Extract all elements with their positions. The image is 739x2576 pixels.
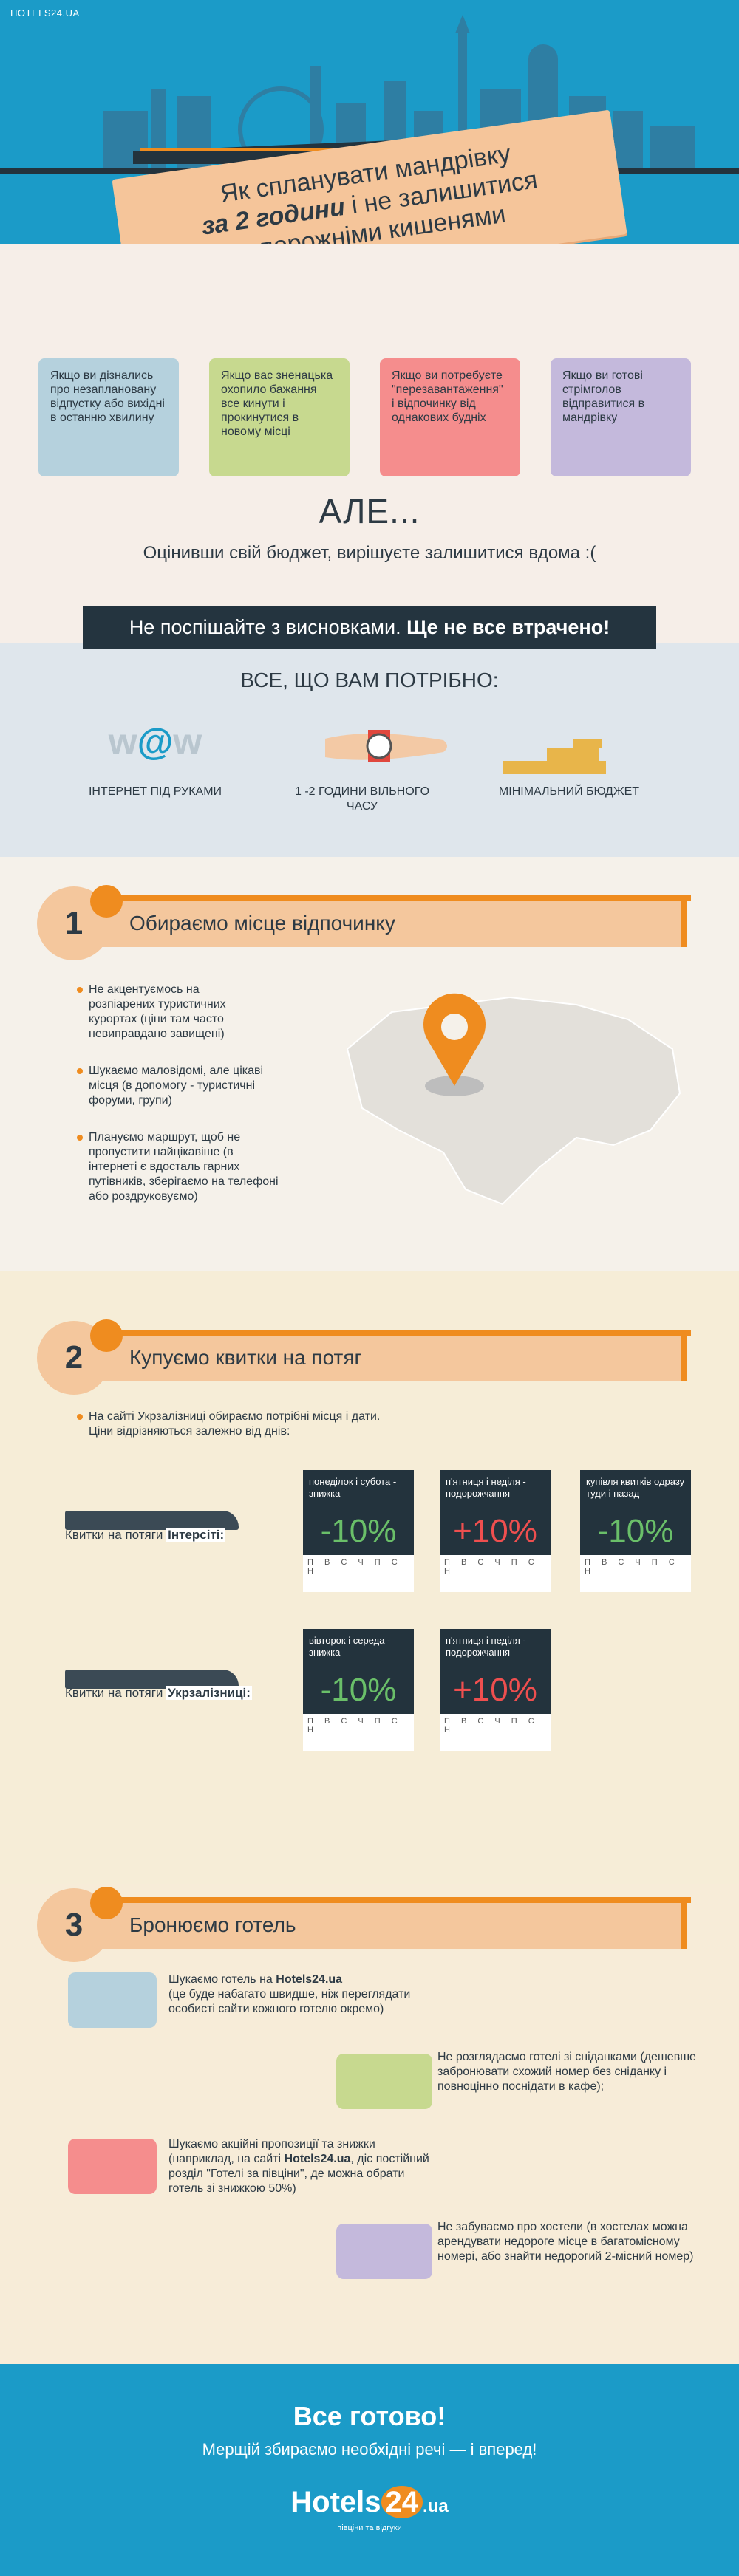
ukraine-map <box>346 993 681 1206</box>
week-days: П В С Ч П С Н <box>444 1717 539 1735</box>
s3-item-1: Шукаємо готель на Hotels24.ua (це буде на… <box>168 1972 427 2017</box>
ticket-percent: +10% <box>453 1513 537 1549</box>
intercity-train-image <box>65 1511 239 1530</box>
s2-intro-line-2: Ціни відрізняються залежно від днів: <box>89 1425 290 1438</box>
week-days: П В С Ч П С Н <box>307 1558 402 1576</box>
section-1-line <box>111 895 691 901</box>
s2-intro-line-1: На сайті Укрзалізниці обираємо потрібні … <box>89 1410 381 1423</box>
section-3-title: Бронюємо готель <box>129 1913 296 1936</box>
footer <box>0 2364 739 2576</box>
s3-item-1-text: Шукаємо готель на <box>168 1973 276 1986</box>
week-days: П В С Ч П С Н <box>307 1717 402 1735</box>
section-1-bar <box>74 901 687 947</box>
ukrzaliznytsia-label-bold: Укрзалізниці: <box>166 1686 252 1700</box>
ticket-percent: +10% <box>453 1672 537 1708</box>
s1-bullet-3-text: Плануємо маршрут, щоб не пропустити найц… <box>89 1131 279 1203</box>
week-days: П В С Ч П С Н <box>444 1558 539 1576</box>
week-calendar: П В С Ч П С Н <box>440 1555 551 1592</box>
ticket-box: п'ятниця і неділя - подорожчання +10% П … <box>440 1470 551 1592</box>
need-time: 1 -2 ГОДИНИ ВІЛЬНОГО ЧАСУ <box>294 785 430 813</box>
section-2-bar <box>74 1336 687 1381</box>
watch-icon <box>325 730 447 762</box>
ukrzaliznytsia-label-text: Квитки на потяги <box>65 1686 167 1700</box>
s3-item-3: Шукаємо акційні пропозиції та знижки (на… <box>168 2137 435 2196</box>
but-heading: АЛЕ... <box>319 492 420 530</box>
intercity-label-text: Квитки на потяги <box>65 1528 167 1542</box>
week-calendar: П В С Ч П С Н <box>580 1555 691 1592</box>
logo-number: 24 <box>381 2486 423 2518</box>
s3-item-1-note: (це буде набагато швидше, ніж переглядат… <box>168 1988 411 2015</box>
section-2-title: Купуємо квитки на потяг <box>129 1346 362 1369</box>
s1-bullet-2: Шукаємо маловідомі, але цікаві місця (в … <box>77 1064 266 1108</box>
ticket-percent: -10% <box>320 1513 397 1549</box>
ticket-box: п'ятниця і неділя - подорожчання +10% П … <box>440 1629 551 1751</box>
ticket-percent: -10% <box>320 1672 397 1708</box>
s3-item-1-link: Hotels24.ua <box>276 1973 343 1986</box>
ticket-box: купівля квитків одразу туди і назад -10%… <box>580 1470 691 1592</box>
bed-icon <box>68 1972 157 2028</box>
key-icon <box>90 1887 123 1919</box>
need-internet: ІНТЕРНЕТ ПІД РУКАМИ <box>88 785 222 798</box>
location-pin-icon <box>90 885 123 918</box>
ticket-label: п'ятниця і неділя - подорожчання <box>446 1635 526 1658</box>
www-icon: w@w <box>108 721 202 762</box>
ticket-percent: -10% <box>597 1513 674 1549</box>
needs-title: ВСЕ, ЩО ВАМ ПОТРІБНО: <box>240 669 499 691</box>
ukrzaliznytsia-label: Квитки на потяги Укрзалізниці: <box>65 1686 252 1701</box>
intro-card-1: Якщо ви дізнались про незаплановану відп… <box>38 358 179 476</box>
section-3-line <box>111 1897 691 1903</box>
site-name: HOTELS24.UA <box>10 7 80 18</box>
s3-item-2: Не розглядаємо готелі зі сніданками (деш… <box>437 2051 696 2093</box>
s3-item-3-note: , діє постійний розділ "Готелі за півцін… <box>168 2153 429 2195</box>
discount-icon <box>68 2139 157 2194</box>
intro-card-4: Якщо ви готові стрімголов відправитися в… <box>551 358 691 476</box>
logo-tagline: півціни та відгуки <box>337 2524 402 2532</box>
footer-title: Все готово! <box>293 2401 446 2431</box>
s3-item-4: Не забуваємо про хостели (в хостелах мож… <box>437 2221 694 2263</box>
s1-bullet-2-text: Шукаємо маловідомі, але цікаві місця (в … <box>89 1065 264 1107</box>
ticket-label: понеділок і субота - знижка <box>309 1476 397 1499</box>
week-calendar: П В С Ч П С Н <box>303 1555 414 1592</box>
but-subheading: Оцінивши свій бюджет, вирішуєте залишити… <box>143 543 596 563</box>
s1-bullet-1: Не акцентуємось на розпіарених туристичн… <box>77 983 266 1042</box>
intercity-label: Квитки на потяги Інтерсіті: <box>65 1528 226 1542</box>
s1-bullet-3: Плануємо маршрут, щоб не пропустити найц… <box>77 1130 281 1204</box>
week-calendar: П В С Ч П С Н <box>303 1714 414 1751</box>
week-days: П В С Ч П С Н <box>585 1558 679 1576</box>
train-icon <box>90 1319 123 1352</box>
ticket-box: понеділок і субота - знижка -10% П В С Ч… <box>303 1470 414 1592</box>
logo-domain: .ua <box>423 2496 449 2516</box>
logo-text: Hotels <box>290 2486 381 2518</box>
footer-subtitle: Мерщій збираємо необхідні речі — і впере… <box>202 2440 537 2459</box>
week-calendar: П В С Ч П С Н <box>440 1714 551 1751</box>
intercity-label-bold: Інтерсіті: <box>166 1528 226 1542</box>
ukrzaliznytsia-train-image <box>65 1670 239 1689</box>
banner-text: Не поспішайте з висновками. <box>129 616 407 638</box>
intro-card-2: Якщо вас зненацька охопило бажання все к… <box>209 358 350 476</box>
section-1-number: 1 <box>37 886 111 960</box>
hotels24-logo[interactable]: Hotels 24 .ua <box>288 2486 451 2519</box>
ticket-label: купівля квитків одразу туди і назад <box>586 1476 685 1499</box>
section-2-line <box>111 1330 691 1336</box>
ticket-label: вівторок і середа - знижка <box>309 1635 391 1658</box>
no-breakfast-icon <box>336 2054 432 2109</box>
section-3-bar <box>74 1903 687 1949</box>
ticket-label: п'ятниця і неділя - подорожчання <box>446 1476 526 1499</box>
hope-banner: Не поспішайте з висновками. Ще не все вт… <box>83 606 656 649</box>
coins-icon <box>503 739 606 774</box>
s3-item-3-link: Hotels24.ua <box>284 2153 351 2165</box>
s2-intro: На сайті Укрзалізниці обираємо потрібні … <box>77 1410 532 1439</box>
s3-item-3-text: Шукаємо акційні пропозиції та знижки (на… <box>168 2138 375 2165</box>
section-1-title: Обираємо місце відпочинку <box>129 912 395 935</box>
bunk-bed-icon <box>336 2224 432 2279</box>
section-3 <box>0 1884 739 2364</box>
need-budget: МІНІМАЛЬНИЙ БЮДЖЕТ <box>498 785 640 798</box>
banner-bold: Ще не все втрачено! <box>406 616 610 638</box>
ticket-box: вівторок і середа - знижка -10% П В С Ч … <box>303 1629 414 1751</box>
s1-bullet-1-text: Не акцентуємось на розпіарених туристичн… <box>89 983 226 1040</box>
intro-card-3: Якщо ви потребуєте "перезавантаження" і … <box>380 358 520 476</box>
